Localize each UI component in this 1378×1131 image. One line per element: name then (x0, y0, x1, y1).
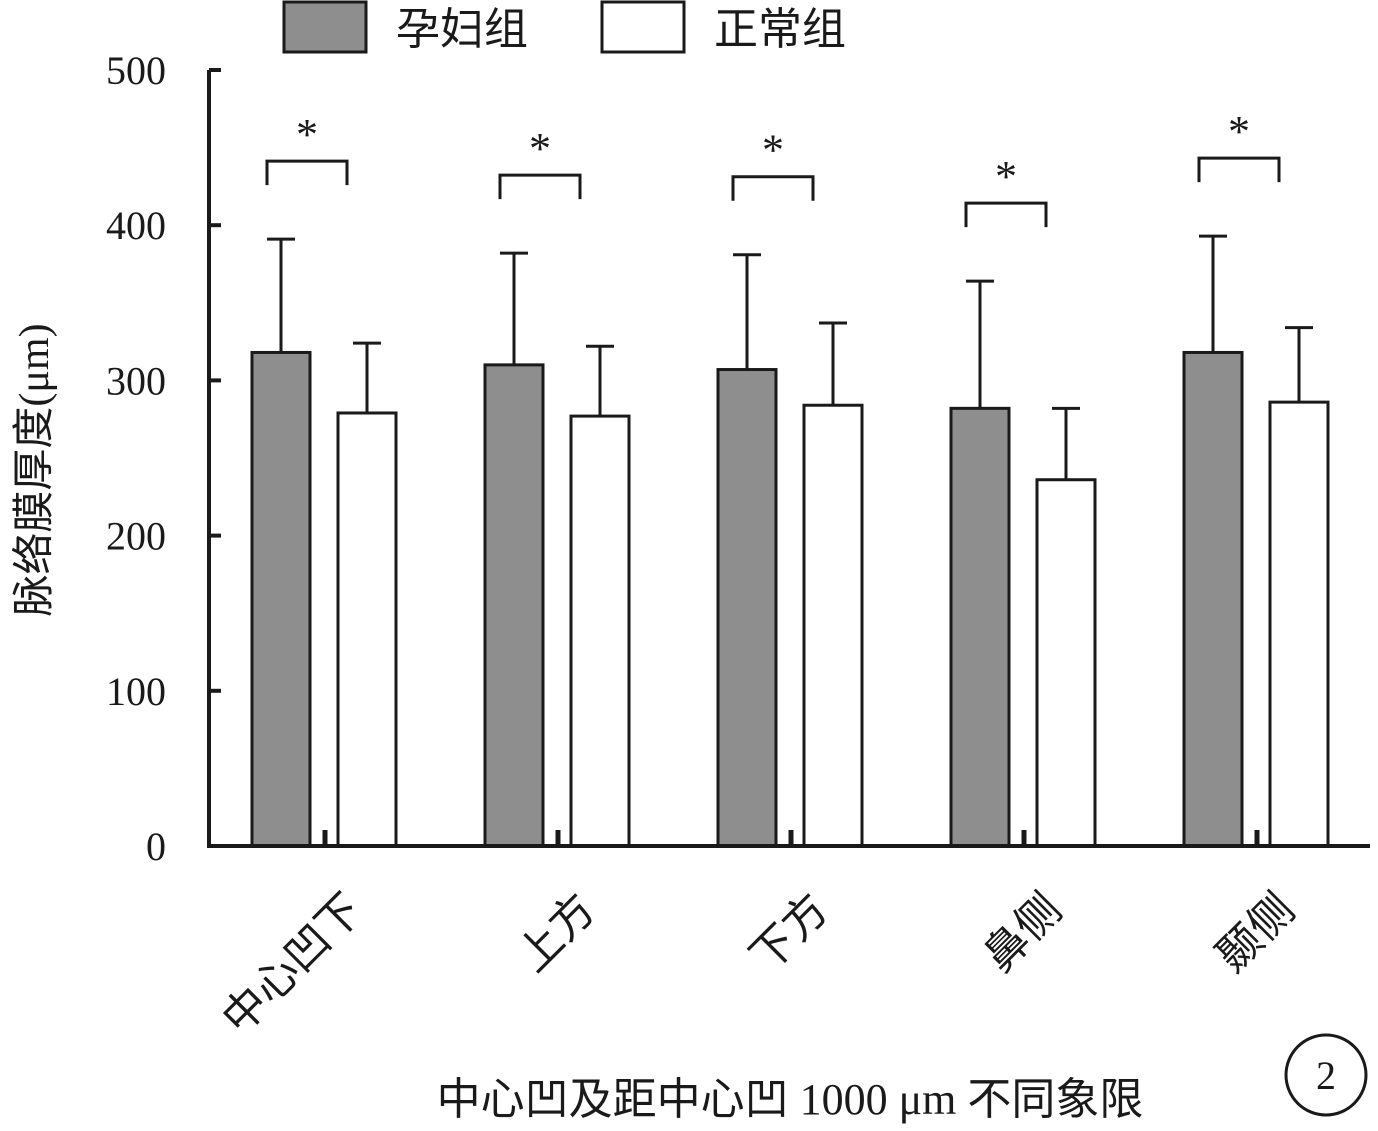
bar-pregnant (250, 350, 312, 848)
bar-normal (336, 411, 398, 848)
significance-star: * (1228, 107, 1250, 156)
x-axis-title: 中心凹及距中心凹 1000 μm 不同象限 (437, 1075, 1144, 1124)
y-tick-label: 300 (106, 358, 166, 403)
legend-label: 正常组 (714, 5, 846, 54)
bar-normal (802, 403, 864, 848)
y-axis: 0 100 200 300 400 500 (106, 48, 221, 869)
panel-label: 2 (1284, 1033, 1368, 1117)
bars: * * * * * (250, 107, 1330, 848)
legend-swatch (282, 0, 368, 54)
x-category-label: 鼻侧 (974, 884, 1071, 981)
legend: 孕妇组 正常组 (282, 0, 846, 54)
significance-bracket (1197, 156, 1281, 183)
bar-normal (569, 414, 631, 848)
significance-bracket (964, 201, 1048, 228)
bar-pregnant (1182, 350, 1244, 848)
legend-label: 孕妇组 (396, 5, 528, 54)
bar-normal (1035, 478, 1097, 848)
x-category-label: 下方 (741, 884, 838, 981)
bar-normal (1268, 400, 1330, 848)
bar-pregnant (949, 406, 1011, 848)
y-axis-title: 脉络膜厚度(μm) (11, 323, 58, 616)
bar-pregnant (483, 363, 545, 848)
significance-bracket (498, 173, 582, 200)
y-tick-label: 200 (106, 514, 166, 559)
significance-star: * (296, 110, 318, 159)
significance-star: * (529, 124, 551, 173)
bar-pregnant (716, 368, 778, 848)
panel-number: 2 (1316, 1053, 1336, 1098)
y-tick-label: 0 (146, 824, 166, 869)
y-tick-label: 100 (106, 669, 166, 714)
significance-star: * (762, 126, 784, 175)
y-tick-label: 400 (106, 203, 166, 248)
x-category-label: 颞侧 (1207, 884, 1304, 981)
x-category-label: 中心凹下 (213, 884, 372, 1043)
significance-bracket (731, 175, 815, 201)
y-tick-label: 500 (106, 48, 166, 93)
significance-bracket (265, 159, 349, 186)
legend-swatch (600, 0, 686, 54)
x-axis: 中心凹下 上方 下方 鼻侧 颞侧 (207, 830, 1370, 1044)
significance-star: * (995, 152, 1017, 201)
x-category-label: 上方 (508, 884, 605, 981)
